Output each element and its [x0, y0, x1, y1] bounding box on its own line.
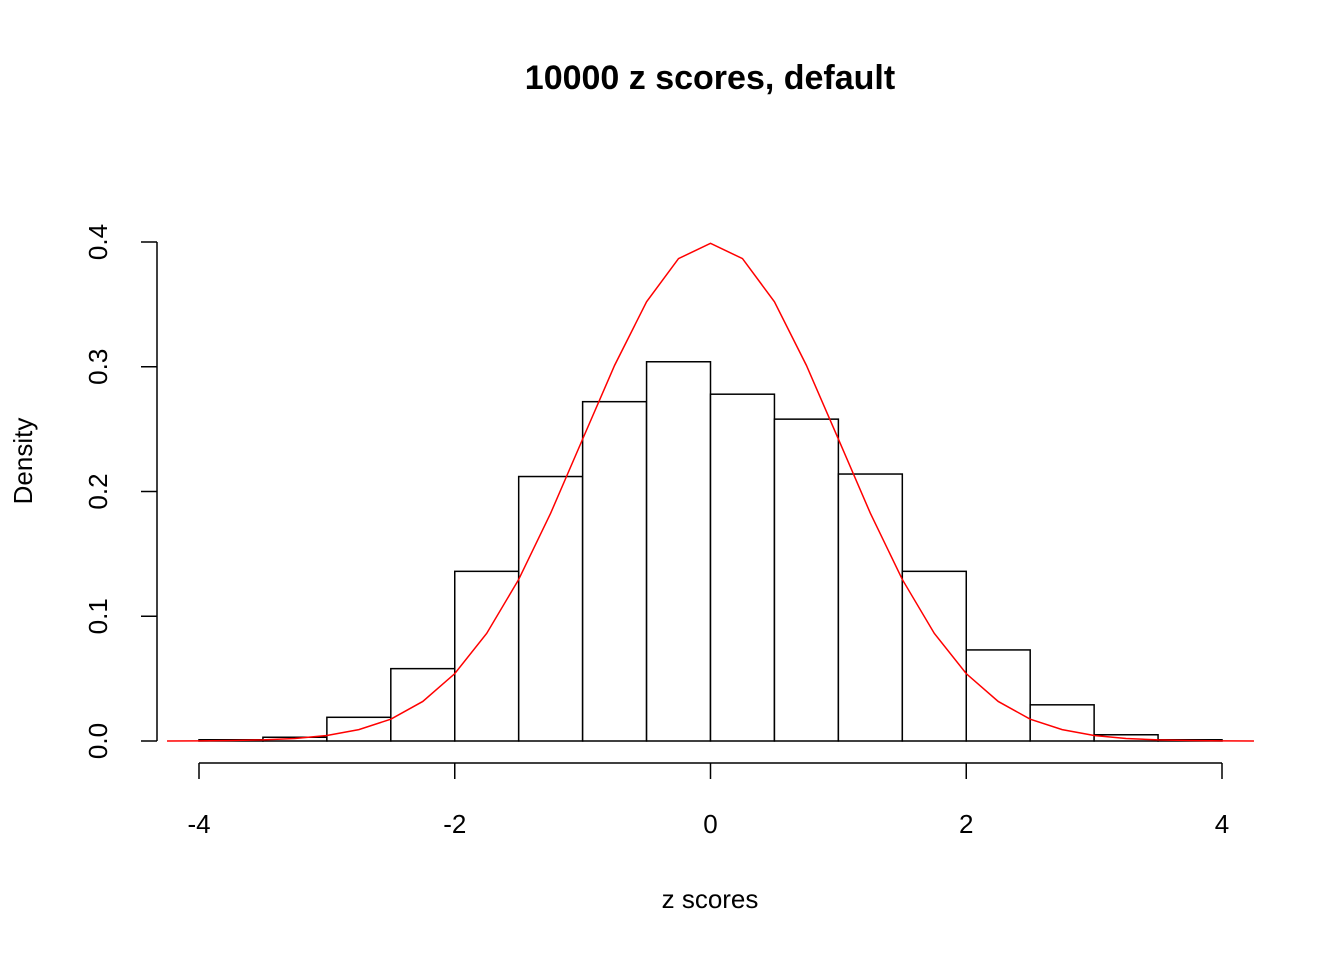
- bar: [390, 667, 456, 742]
- y-tick-label: 0.3: [83, 349, 113, 385]
- y-tick-label: 0.4: [83, 224, 113, 260]
- bar: [773, 418, 840, 742]
- y-tick-label: 0.0: [83, 723, 113, 759]
- bar: [645, 361, 712, 742]
- x-tick-label: -2: [443, 809, 466, 839]
- x-tick-label: 0: [703, 809, 717, 839]
- bar: [709, 393, 776, 742]
- y-tick-label: 0.2: [83, 473, 113, 509]
- chart-title: 10000 z scores, default: [525, 59, 895, 97]
- bar: [581, 400, 648, 742]
- x-axis-label: z scores: [662, 884, 759, 914]
- density-curve: [167, 242, 1254, 742]
- y-axis-label: Density: [8, 418, 38, 505]
- x-tick-label: 4: [1215, 809, 1229, 839]
- x-tick-label: 2: [959, 809, 973, 839]
- bar: [837, 473, 904, 742]
- bar: [965, 649, 1031, 742]
- x-tick-label: -4: [187, 809, 210, 839]
- bar: [517, 475, 584, 742]
- y-tick-label: 0.1: [83, 598, 113, 634]
